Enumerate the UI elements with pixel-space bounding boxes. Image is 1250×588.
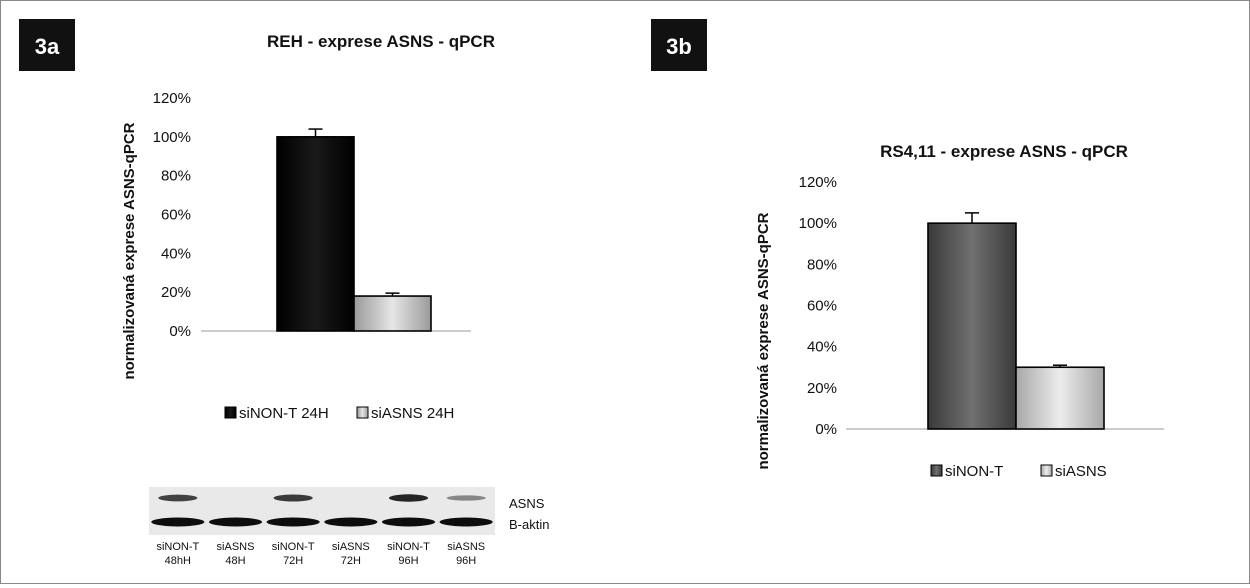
chart-a-legend-swatch-2 [357,407,368,418]
western-blot: ASNS B-aktin siNON-T48hHsiASNS48HsiNON-T… [149,487,549,567]
chart-b-ytick: 120% [799,174,837,191]
blot-lane-time: 48H [225,555,245,567]
panel-label-b-text: 3b [666,34,692,59]
chart-b-ytick: 100% [799,215,837,232]
chart-b-ytick: 20% [807,380,837,397]
chart-a-bar-2 [354,296,431,331]
chart-b-ytick: 0% [815,421,837,438]
chart-a-title: REH - exprese ASNS - qPCR [267,32,495,51]
blot-band-baktin [151,518,204,527]
chart-a-ytick: 0% [169,323,191,340]
blot-band-asns [447,495,486,500]
panel-label-b: 3b [651,19,707,71]
chart-a-ytick: 100% [153,129,191,146]
chart-b: RS4,11 - exprese ASNS - qPCR normalizova… [755,142,1164,480]
chart-b-title: RS4,11 - exprese ASNS - qPCR [880,142,1128,161]
blot-band-asns [389,494,428,501]
chart-a-legend-swatch-1 [225,407,236,418]
chart-b-legend-label-1: siNON-T [945,463,1003,480]
chart-a-ytick: 80% [161,168,191,185]
chart-b-legend-swatch-2 [1041,465,1052,476]
chart-b-ytick: 40% [807,339,837,356]
chart-b-bar-2 [1016,367,1104,429]
blot-lane-label: siNON-T [272,541,315,553]
panel-label-a-text: 3a [35,34,60,59]
chart-b-legend: siNON-T siASNS [931,463,1107,480]
chart-b-ytick: 80% [807,256,837,273]
chart-a-legend-label-2: siASNS 24H [371,405,454,422]
chart-a-ylabel: normalizovaná exprese ASNS-qPCR [121,122,138,379]
blot-band-asns [274,495,313,502]
blot-band-baktin [267,518,320,527]
chart-a-ytick: 40% [161,245,191,262]
chart-a-bar-1 [277,137,354,331]
blot-lane-label: siASNS [332,541,370,553]
panel-label-a: 3a [19,19,75,71]
blot-lane-label: siASNS [217,541,255,553]
chart-a-bars [277,129,431,331]
blot-band-baktin [324,518,377,527]
blot-band-baktin [440,518,493,527]
chart-a: REH - exprese ASNS - qPCR normalizovaná … [121,32,495,422]
blot-image [149,487,495,535]
blot-band-baktin [382,518,435,527]
chart-a-ytick: 60% [161,207,191,224]
chart-a-ytick: 20% [161,284,191,301]
chart-b-ylabel: normalizovaná exprese ASNS-qPCR [755,212,772,469]
chart-b-bar-1 [928,223,1016,429]
blot-lane-label: siNON-T [387,541,430,553]
blot-label-baktin: B-aktin [509,517,549,532]
blot-label-asns: ASNS [509,496,545,511]
chart-a-ytick: 120% [153,90,191,107]
blot-lane-label: siASNS [447,541,485,553]
blot-lane-labels: siNON-T 48hH siASNS 48H siNON-T 72H siASNS 72H s… [156,541,485,567]
blot-lane-time: 72H [341,555,361,567]
blot-band-asns [158,495,197,502]
chart-b-legend-swatch-1 [931,465,942,476]
chart-a-legend: siNON-T 24H siASNS 24H [225,405,454,422]
blot-lane-time: 96H [456,555,476,567]
chart-b-legend-label-2: siASNS [1055,463,1107,480]
chart-a-legend-label-1: siNON-T 24H [239,405,329,422]
blot-band-baktin [209,518,262,527]
chart-b-ytick: 60% [807,298,837,315]
chart-b-bars [928,213,1104,429]
blot-lane-label: siNON-T [156,541,199,553]
blot-lane-time: 96H [398,555,418,567]
blot-lane-time: 48hH [165,555,191,567]
blot-lane-time: 72H [283,555,303,567]
